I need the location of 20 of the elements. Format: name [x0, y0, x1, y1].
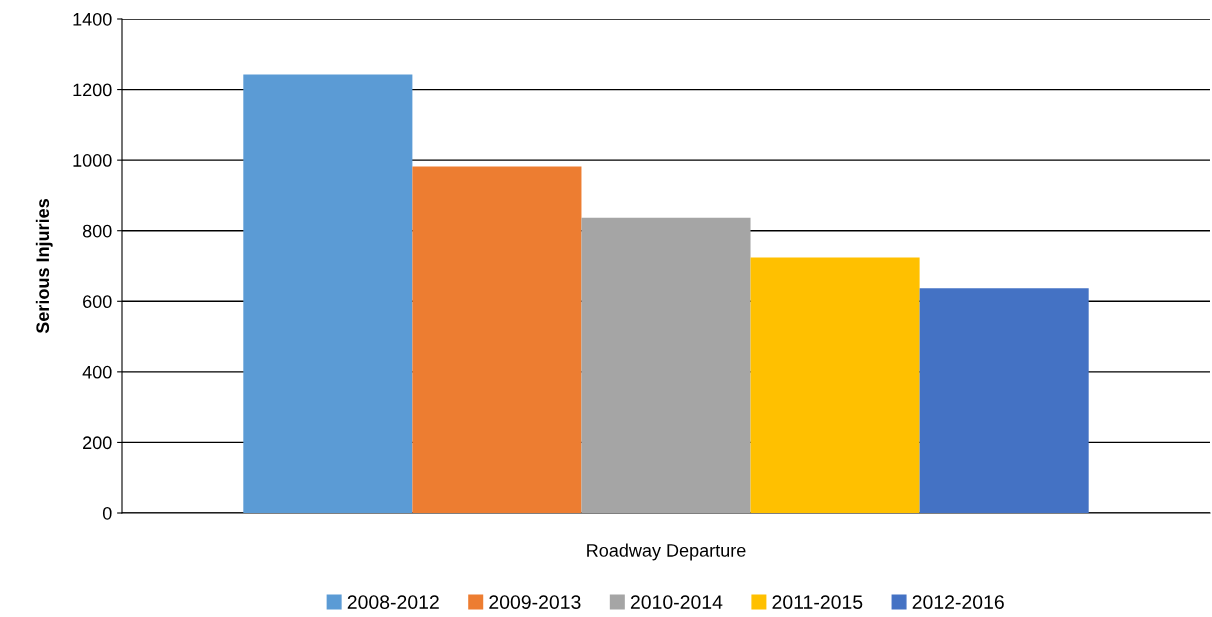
legend-label: 2009-2013 [489, 595, 581, 609]
bar [750, 257, 920, 513]
y-tick-label: 1200 [73, 83, 112, 97]
y-tick-label: 800 [82, 224, 112, 238]
y-tick-label: 0 [102, 506, 112, 520]
bar [243, 74, 413, 513]
y-tick-label: 1400 [73, 12, 112, 26]
y-tick-label: 200 [83, 436, 112, 450]
y-tick-label: 600 [83, 295, 112, 309]
bar [412, 166, 582, 513]
legend-label: 2008-2012 [347, 595, 439, 609]
bar [919, 288, 1089, 513]
legend-label: 2010-2014 [630, 595, 723, 609]
legend-label: 2012-2016 [912, 595, 1004, 609]
legend-label: 2011-2015 [772, 595, 863, 609]
x-tick-label: Roadway Departure [587, 543, 746, 561]
bar [581, 217, 751, 513]
y-tick-label: 400 [82, 365, 112, 379]
y-axis-title: Serious Injuries [35, 199, 53, 334]
y-tick-label: 1000 [73, 154, 112, 167]
